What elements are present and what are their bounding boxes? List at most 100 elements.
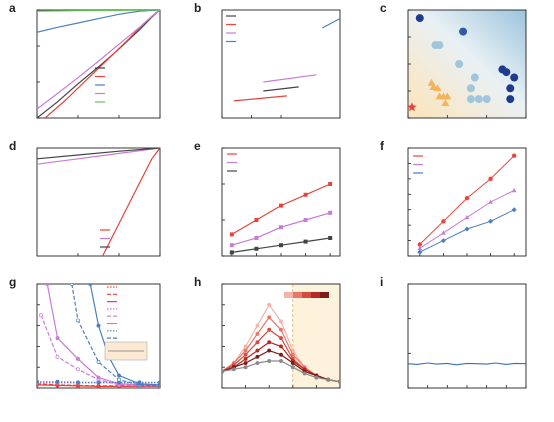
data-point bbox=[459, 27, 468, 36]
panel-d: d bbox=[9, 139, 161, 257]
data-point bbox=[511, 207, 517, 213]
data-point bbox=[243, 365, 248, 370]
data-point bbox=[488, 218, 494, 224]
plot-frame bbox=[221, 9, 341, 119]
data-point bbox=[512, 153, 517, 158]
data-point bbox=[254, 236, 259, 240]
panel-f: f bbox=[380, 139, 527, 257]
series-line-0 bbox=[102, 148, 160, 256]
data-point bbox=[466, 84, 475, 93]
data-point bbox=[254, 218, 259, 222]
data-point bbox=[488, 176, 493, 182]
data-point bbox=[502, 68, 511, 77]
colorbar-swatch bbox=[320, 292, 329, 298]
data-point bbox=[464, 226, 470, 232]
series-line-5 bbox=[46, 284, 160, 387]
data-point bbox=[290, 361, 295, 365]
data-point bbox=[488, 199, 493, 204]
data-point bbox=[464, 214, 470, 220]
data-point bbox=[314, 375, 319, 380]
data-point bbox=[158, 382, 160, 387]
data-point bbox=[464, 195, 470, 201]
data-point bbox=[229, 250, 234, 255]
data-point bbox=[96, 384, 101, 388]
panel-e: e bbox=[194, 139, 341, 257]
data-point bbox=[117, 377, 121, 382]
series-line-3 bbox=[322, 17, 340, 29]
series-line-1 bbox=[233, 95, 287, 102]
data-point bbox=[290, 365, 295, 370]
data-point bbox=[279, 203, 283, 208]
plot-area bbox=[37, 10, 160, 118]
data-point bbox=[417, 249, 423, 255]
panel-a: a bbox=[9, 1, 161, 119]
data-point bbox=[267, 315, 272, 320]
panel-b: b bbox=[194, 1, 341, 119]
plot-area bbox=[408, 362, 526, 366]
data-point bbox=[326, 377, 331, 382]
data-point bbox=[137, 381, 142, 386]
panel-letter: c bbox=[380, 1, 387, 15]
series-line-7 bbox=[71, 284, 160, 387]
data-point bbox=[96, 380, 101, 385]
data-point bbox=[254, 246, 259, 251]
data-point bbox=[506, 84, 515, 93]
panel-letter: g bbox=[9, 275, 16, 289]
data-point bbox=[45, 284, 50, 286]
plot-frame bbox=[36, 147, 161, 257]
panel-g: g bbox=[9, 275, 161, 389]
series-line-0 bbox=[263, 86, 299, 92]
data-point bbox=[506, 95, 515, 104]
plot-frame bbox=[221, 283, 341, 389]
data-point bbox=[88, 284, 93, 286]
data-point bbox=[470, 73, 479, 82]
data-point bbox=[290, 352, 295, 357]
data-point bbox=[55, 379, 60, 384]
data-point bbox=[417, 245, 423, 251]
data-point bbox=[37, 379, 39, 384]
data-point bbox=[279, 352, 283, 357]
colorbar-swatch bbox=[284, 292, 293, 298]
plot-area bbox=[37, 284, 160, 388]
data-point bbox=[255, 361, 260, 365]
data-point bbox=[76, 367, 80, 372]
data-point bbox=[39, 313, 44, 318]
data-point bbox=[455, 60, 464, 68]
data-point bbox=[267, 348, 272, 353]
data-point bbox=[303, 239, 308, 244]
plot-area bbox=[408, 14, 519, 112]
panel-c: c bbox=[380, 1, 527, 119]
plot-area bbox=[37, 148, 160, 256]
data-point bbox=[440, 238, 446, 244]
panel-letter: d bbox=[9, 139, 16, 153]
data-point bbox=[222, 369, 224, 374]
data-point bbox=[76, 383, 80, 388]
plot-frame bbox=[407, 283, 527, 389]
data-point bbox=[267, 359, 272, 363]
series-line-4 bbox=[37, 10, 160, 12]
data-point bbox=[255, 354, 260, 359]
data-point bbox=[279, 336, 283, 341]
data-point bbox=[417, 242, 422, 247]
data-point bbox=[279, 344, 283, 349]
data-point bbox=[441, 99, 450, 107]
series-line-3 bbox=[37, 10, 160, 110]
data-point bbox=[229, 243, 234, 248]
data-point bbox=[443, 92, 452, 100]
data-point bbox=[96, 323, 101, 328]
colorbar-swatch bbox=[293, 292, 302, 298]
panel-h: h bbox=[194, 275, 341, 389]
data-point bbox=[229, 232, 234, 237]
data-point bbox=[267, 340, 272, 345]
series-line-2 bbox=[263, 74, 317, 83]
plot-frame bbox=[407, 147, 527, 257]
data-point bbox=[328, 236, 333, 240]
colorbar-swatch bbox=[311, 292, 320, 298]
plot-area bbox=[222, 302, 340, 384]
data-point bbox=[243, 356, 248, 361]
data-point bbox=[328, 210, 333, 215]
data-point bbox=[55, 354, 60, 359]
panel-letter: i bbox=[380, 275, 383, 289]
plot-frame bbox=[36, 283, 161, 389]
